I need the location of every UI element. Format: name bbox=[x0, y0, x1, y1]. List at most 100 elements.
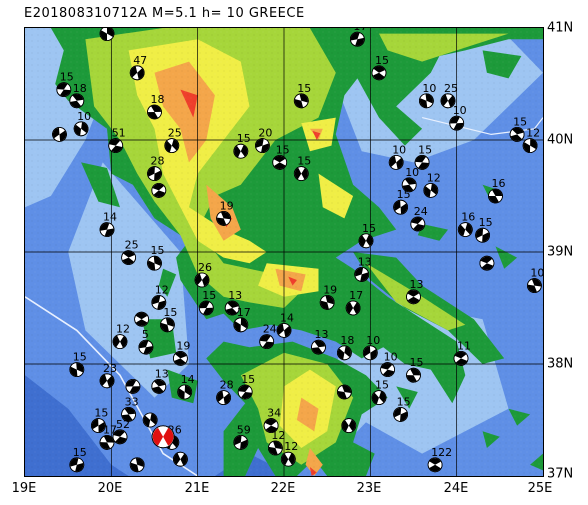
focal-mechanism[interactable] bbox=[279, 450, 298, 469]
focal-mechanism[interactable] bbox=[171, 449, 190, 468]
focal-mechanism[interactable] bbox=[237, 384, 253, 400]
focal-mechanism[interactable] bbox=[145, 164, 164, 183]
focal-mechanism[interactable] bbox=[132, 310, 151, 329]
focal-mechanism[interactable] bbox=[107, 137, 124, 154]
focal-mechanism[interactable] bbox=[98, 433, 117, 452]
depth-label: 10 bbox=[77, 110, 91, 123]
focal-mechanism[interactable] bbox=[50, 125, 69, 144]
focal-mechanism[interactable] bbox=[259, 334, 275, 350]
focal-mechanism[interactable] bbox=[457, 221, 474, 238]
relief-map: 2047151810511825281915201515151715102510… bbox=[25, 28, 543, 476]
focal-mechanism[interactable] bbox=[391, 197, 410, 216]
focal-mechanism[interactable] bbox=[379, 361, 396, 378]
focal-mechanism[interactable] bbox=[292, 164, 311, 183]
focal-mechanism[interactable] bbox=[414, 154, 430, 170]
seismicity-map[interactable]: 2047151810511825281915201515151715102510… bbox=[24, 27, 544, 477]
focal-mechanism[interactable] bbox=[309, 337, 329, 357]
focal-mechanism[interactable] bbox=[438, 91, 458, 111]
focal-mechanism[interactable] bbox=[404, 366, 423, 385]
focal-mechanism[interactable] bbox=[147, 255, 162, 271]
depth-label: 15 bbox=[73, 351, 87, 364]
focal-mechanism[interactable] bbox=[391, 405, 410, 424]
focal-mechanism[interactable] bbox=[171, 349, 191, 369]
focal-mechanism[interactable] bbox=[386, 153, 406, 173]
focal-mechanism[interactable] bbox=[233, 317, 249, 333]
focal-mechanism[interactable] bbox=[97, 371, 117, 391]
focal-mechanism[interactable] bbox=[349, 31, 365, 47]
focal-mechanism[interactable] bbox=[111, 428, 128, 445]
focal-mechanism[interactable] bbox=[150, 294, 167, 311]
focal-mechanism[interactable] bbox=[232, 433, 250, 451]
focal-mechanism[interactable] bbox=[192, 270, 212, 290]
focal-mechanism[interactable] bbox=[138, 339, 154, 355]
focal-mechanism[interactable] bbox=[343, 298, 362, 317]
focal-mechanism[interactable] bbox=[129, 456, 146, 473]
focal-mechanism[interactable] bbox=[214, 388, 234, 408]
depth-label: 10 bbox=[453, 104, 467, 117]
focal-mechanism[interactable] bbox=[336, 345, 352, 361]
focal-mechanism[interactable] bbox=[254, 137, 272, 155]
focal-mechanism[interactable] bbox=[68, 456, 85, 473]
focal-mechanism[interactable] bbox=[473, 226, 492, 245]
target-event-mechanism[interactable] bbox=[148, 422, 178, 452]
focal-mechanism[interactable] bbox=[69, 362, 85, 378]
focal-mechanism[interactable] bbox=[56, 82, 72, 97]
focal-mechanism[interactable] bbox=[89, 416, 108, 435]
depth-label: 18 bbox=[73, 82, 87, 95]
lat-label-37n: 37N bbox=[547, 466, 574, 482]
focal-mechanism[interactable] bbox=[145, 102, 164, 121]
focal-mechanism[interactable] bbox=[423, 182, 439, 198]
focal-mechanism[interactable] bbox=[262, 416, 280, 434]
focal-mechanism[interactable] bbox=[522, 138, 538, 153]
focal-mechanism[interactable] bbox=[163, 137, 180, 154]
focal-mechanism[interactable] bbox=[486, 186, 505, 205]
focal-mechanism[interactable] bbox=[119, 405, 139, 425]
focal-mechanism[interactable] bbox=[159, 316, 176, 333]
depth-label: 15 bbox=[397, 395, 411, 408]
focal-mechanism[interactable] bbox=[361, 343, 380, 362]
focal-mechanism[interactable] bbox=[370, 389, 388, 407]
depth-label: 15 bbox=[151, 244, 165, 257]
focal-mechanism[interactable] bbox=[369, 63, 389, 83]
focal-mechanism[interactable] bbox=[125, 378, 141, 394]
lat-label-40n: 40N bbox=[547, 132, 574, 148]
focal-mechanism[interactable] bbox=[110, 332, 129, 351]
focal-mechanism[interactable] bbox=[177, 384, 193, 400]
focal-mechanism[interactable] bbox=[99, 28, 115, 41]
focal-mechanism[interactable] bbox=[478, 254, 496, 272]
focal-mechanism[interactable] bbox=[274, 321, 294, 341]
focal-mechanism[interactable] bbox=[149, 377, 169, 397]
focal-mechanism[interactable] bbox=[507, 125, 527, 145]
focal-mechanism[interactable] bbox=[99, 221, 115, 238]
focal-mechanism[interactable] bbox=[293, 92, 310, 109]
focal-mechanism[interactable] bbox=[67, 91, 87, 111]
focal-mechanism[interactable] bbox=[404, 287, 423, 306]
focal-mechanism[interactable] bbox=[214, 209, 232, 227]
focal-mechanism[interactable] bbox=[353, 266, 371, 284]
focal-mechanism[interactable] bbox=[270, 153, 289, 172]
depth-label: 15 bbox=[410, 356, 424, 369]
focal-mechanism[interactable] bbox=[449, 115, 465, 131]
focal-mechanism[interactable] bbox=[142, 412, 158, 428]
focal-mechanism[interactable] bbox=[418, 93, 435, 109]
focal-mechanism[interactable] bbox=[127, 63, 147, 83]
focal-mechanism[interactable] bbox=[232, 142, 250, 160]
lon-label-23e: 23E bbox=[356, 481, 382, 496]
focal-mechanism[interactable] bbox=[266, 439, 284, 457]
focal-mechanism[interactable] bbox=[222, 298, 242, 318]
focal-mechanism[interactable] bbox=[119, 248, 139, 268]
focal-mechanism[interactable] bbox=[409, 216, 426, 233]
focal-mechanism[interactable] bbox=[399, 175, 419, 195]
focal-mechanism[interactable] bbox=[525, 276, 543, 294]
focal-mechanism[interactable] bbox=[339, 416, 358, 435]
focal-mechanism[interactable] bbox=[198, 300, 214, 316]
focal-mechanism[interactable] bbox=[425, 455, 444, 474]
depth-label: 17 bbox=[349, 289, 363, 302]
focal-mechanism[interactable] bbox=[357, 231, 376, 250]
focal-mechanism[interactable] bbox=[335, 383, 353, 401]
focal-mechanism[interactable] bbox=[452, 349, 470, 367]
focal-mechanism[interactable] bbox=[150, 181, 168, 199]
focal-mechanism[interactable] bbox=[319, 294, 336, 311]
depth-label: 12 bbox=[427, 171, 441, 184]
focal-mechanism[interactable] bbox=[73, 121, 89, 137]
